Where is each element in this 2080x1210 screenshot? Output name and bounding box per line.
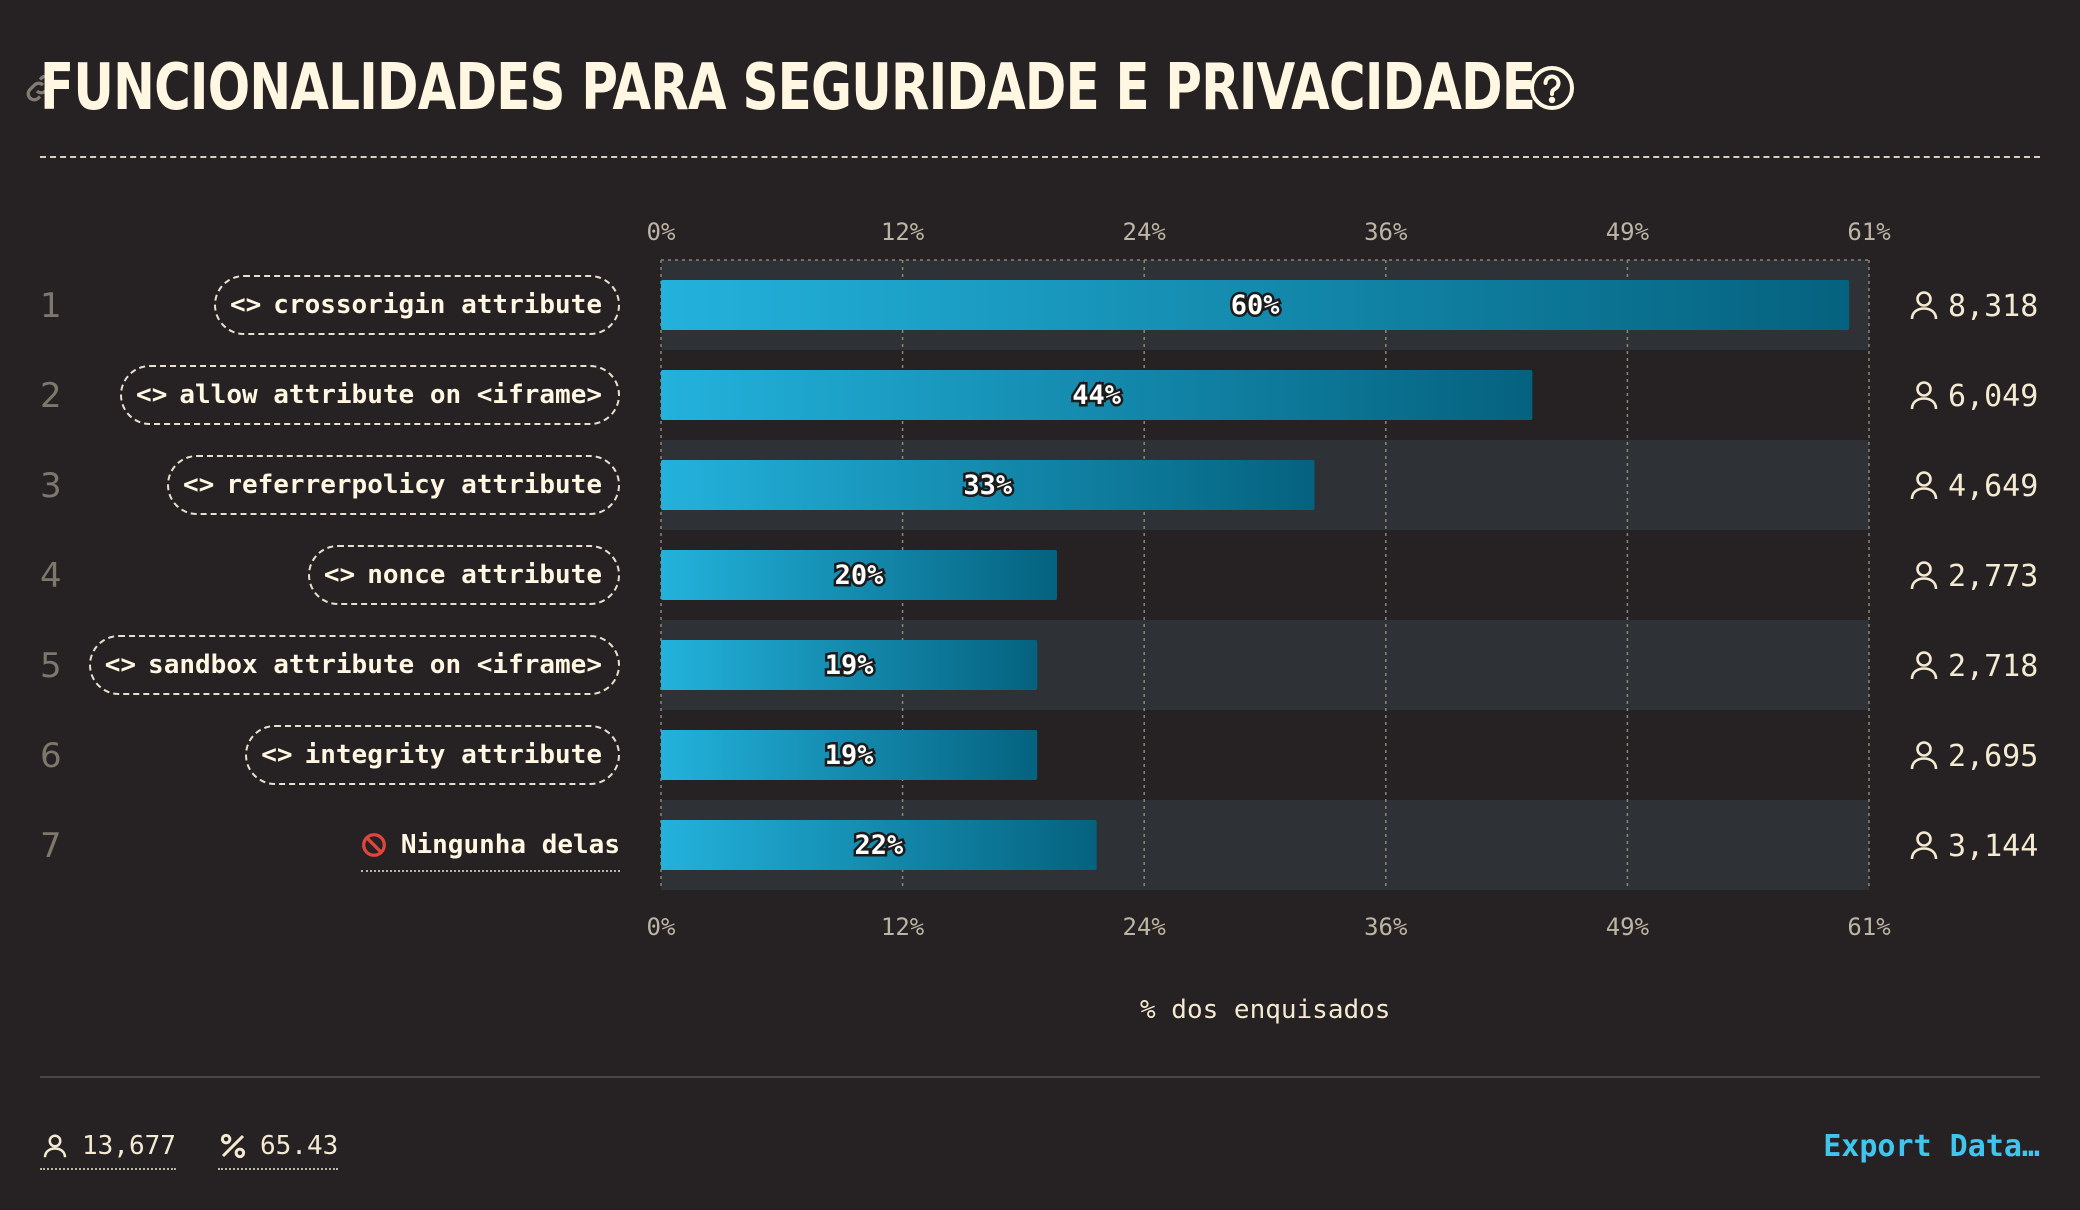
respondents-value: 13,677 [82, 1131, 176, 1161]
user-icon [1910, 561, 1938, 590]
category-label: sandbox attribute on <iframe> [148, 650, 602, 680]
category-pill[interactable]: <> crossorigin attribute [213, 275, 620, 335]
bar[interactable] [661, 550, 1058, 600]
rank-number: 3 [40, 466, 62, 506]
question-circle-icon[interactable] [1528, 64, 1576, 112]
percent-icon [220, 1133, 246, 1159]
bar-value-label: 20% [835, 560, 885, 591]
bar-chart: 60%44%33%20%19%19%22% 0%0%12%12%24%24%36… [40, 218, 2038, 941]
rank-number: 7 [40, 826, 62, 866]
respondent-count: 2,718 [1948, 649, 2038, 684]
category-label: allow attribute on <iframe> [179, 380, 602, 410]
x-tick-label-bottom: 36% [1364, 913, 1408, 941]
link-icon[interactable] [22, 70, 58, 106]
category-pill[interactable]: <> nonce attribute [307, 545, 620, 605]
bar-value-label: 19% [825, 740, 875, 771]
bar[interactable] [661, 640, 1038, 690]
code-brackets-icon: <> [323, 560, 356, 590]
category-label: crossorigin attribute [273, 290, 602, 320]
code-brackets-icon: <> [261, 740, 293, 770]
category-pill[interactable]: <> allow attribute on <iframe> [120, 365, 620, 425]
no-entry-icon [361, 833, 386, 857]
respondent-count: 3,144 [1948, 829, 2038, 864]
chart-title: FUNCIONALIDADES PARA SEGURIDADE E PRIVAC… [40, 50, 1536, 125]
code-brackets-icon: <> [183, 470, 215, 500]
category-label: Ningunha delas [400, 830, 620, 860]
rank-number: 6 [40, 736, 62, 776]
percent-value: 65.43 [260, 1131, 339, 1161]
user-icon [1910, 381, 1938, 410]
percent-stat[interactable]: 65.43 [218, 1124, 339, 1170]
export-data-link[interactable]: Export Data… [1823, 1128, 2040, 1164]
user-icon [1910, 831, 1938, 860]
x-tick-label-top: 49% [1606, 218, 1650, 246]
respondent-count: 8,318 [1948, 289, 2038, 324]
respondent-count: 4,649 [1948, 469, 2038, 504]
category-pill[interactable]: <> integrity attribute [245, 725, 620, 785]
title-row: FUNCIONALIDADES PARA SEGURIDADE E PRIVAC… [26, 40, 1957, 135]
rank-number: 2 [40, 376, 62, 416]
bar-value-label: 60% [1231, 290, 1281, 321]
bar-value-label: 44% [1072, 380, 1122, 411]
category-none-label[interactable]: Ningunha delas [360, 820, 620, 872]
category-pill[interactable]: <> sandbox attribute on <iframe> [88, 635, 620, 695]
x-tick-label-bottom: 24% [1123, 913, 1167, 941]
bar-value-label: 33% [963, 470, 1013, 501]
rank-number: 1 [40, 286, 62, 326]
category-pill[interactable]: <> referrerpolicy attribute [167, 455, 620, 515]
user-icon [1910, 471, 1938, 500]
x-tick-label-top: 24% [1123, 218, 1167, 246]
footer-divider [40, 1076, 2040, 1078]
bar[interactable] [661, 280, 1850, 330]
category-label: referrerpolicy attribute [226, 470, 602, 500]
x-axis-title: % dos enquisados [1140, 995, 1391, 1025]
bar-value-label: 19% [825, 650, 875, 681]
respondent-count: 2,695 [1948, 739, 2038, 774]
x-tick-label-top: 0% [647, 218, 676, 246]
bar[interactable] [661, 460, 1315, 510]
user-icon [1910, 741, 1938, 770]
respondent-count: 6,049 [1948, 379, 2038, 414]
bar[interactable] [661, 820, 1097, 870]
x-tick-label-bottom: 49% [1606, 913, 1650, 941]
user-icon [1910, 291, 1938, 320]
respondent-count: 2,773 [1948, 559, 2038, 594]
x-tick-label-top: 36% [1364, 218, 1408, 246]
title-divider [40, 156, 2040, 158]
x-tick-label-top: 61% [1847, 218, 1891, 246]
bar[interactable] [661, 370, 1533, 420]
user-icon [43, 1134, 67, 1158]
bar[interactable] [661, 730, 1038, 780]
x-tick-label-bottom: 12% [881, 913, 925, 941]
bar-value-label: 22% [854, 830, 904, 861]
code-brackets-icon: <> [229, 290, 262, 320]
code-brackets-icon: <> [136, 380, 168, 410]
rank-number: 5 [40, 646, 62, 686]
rank-number: 4 [40, 556, 62, 596]
x-tick-label-bottom: 61% [1847, 913, 1891, 941]
respondents-stat[interactable]: 13,677 [40, 1124, 176, 1170]
category-label: integrity attribute [304, 740, 602, 770]
x-tick-label-top: 12% [881, 218, 925, 246]
x-tick-label-bottom: 0% [647, 913, 676, 941]
user-icon [1910, 651, 1938, 680]
code-brackets-icon: <> [104, 650, 137, 680]
category-label: nonce attribute [367, 560, 602, 590]
